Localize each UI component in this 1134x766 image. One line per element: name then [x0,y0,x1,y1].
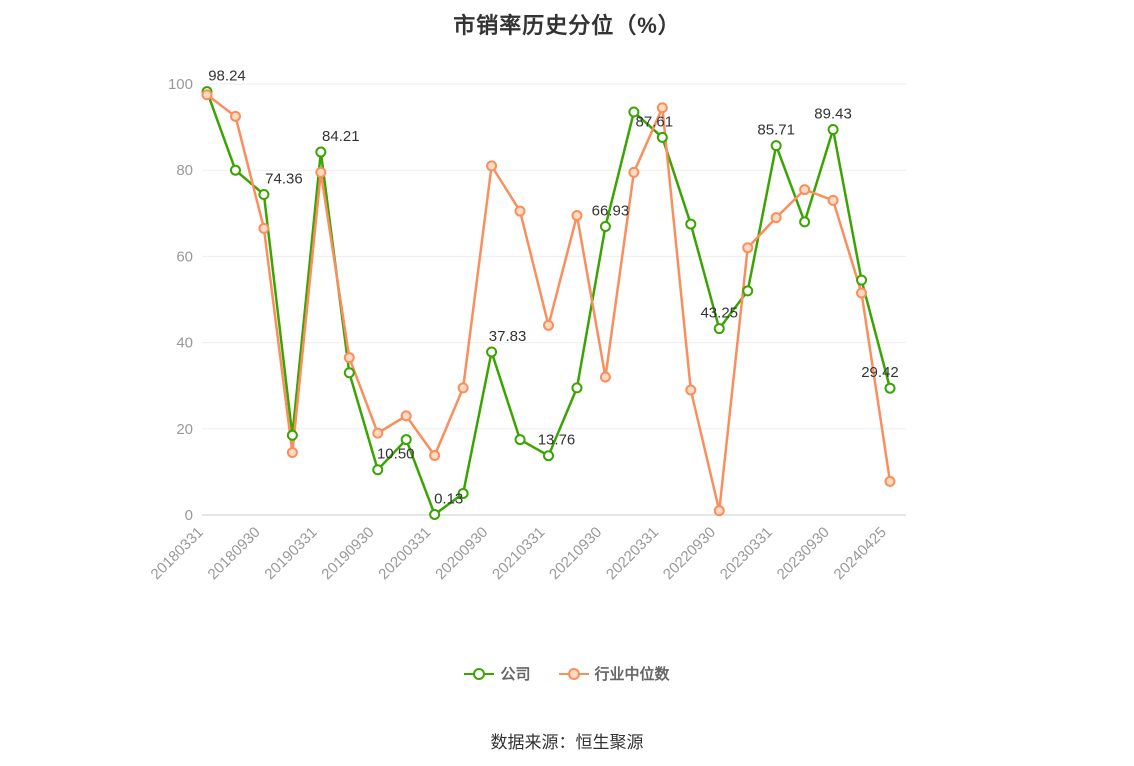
industry-point[interactable] [599,371,611,383]
industry-point[interactable] [372,427,384,439]
point-label: 13.76 [538,432,576,449]
company-point[interactable] [827,124,839,136]
company-point[interactable] [770,140,782,152]
y-axis-label: 100 [168,76,193,93]
x-axis-label: 20180930 [205,524,264,583]
company-point[interactable] [286,429,298,441]
x-axis-label: 20210930 [546,524,605,583]
industry-point[interactable] [486,160,498,172]
point-label: 74.36 [265,171,303,188]
company-point[interactable] [543,450,554,462]
x-axis-label: 20190331 [261,524,320,583]
industry-point[interactable] [400,410,412,422]
x-axis-label: 20190930 [318,524,377,583]
industry-point[interactable] [457,382,469,394]
legend-label-company: 公司 [500,666,531,683]
y-axis-label: 80 [176,162,193,179]
company-point[interactable] [742,285,754,297]
industry-point[interactable] [685,384,697,396]
company-point[interactable] [229,164,241,176]
legend-item-industry[interactable]: 行业中位数 [558,663,670,684]
industry-point[interactable] [799,184,811,196]
industry-point[interactable] [856,287,868,299]
industry-point[interactable] [258,222,270,234]
point-label: 0.13 [434,490,463,507]
company-point[interactable] [343,367,355,379]
point-label: 10.50 [377,446,415,463]
company-point[interactable] [599,221,611,233]
company-point[interactable] [315,146,327,158]
company-point[interactable] [884,382,896,394]
y-axis-label: 40 [176,335,193,352]
industry-point[interactable] [229,110,241,122]
point-label: 43.25 [700,305,738,322]
x-axis-label: 20200930 [432,524,491,583]
x-axis-label: 20240425 [831,524,890,583]
company-point[interactable] [628,106,640,118]
company-point[interactable] [685,218,697,230]
industry-point[interactable] [429,450,441,462]
industry-point[interactable] [514,205,526,217]
point-label: 85.71 [757,122,795,139]
point-label: 87.61 [636,113,674,130]
x-axis-label: 20230930 [774,524,833,583]
data-source: 数据来源：恒生聚源 [490,733,644,752]
company-legend-icon [464,667,495,680]
company-point[interactable] [400,434,412,446]
y-axis-label: 20 [176,421,193,438]
x-axis-label: 20180331 [148,524,207,583]
point-label: 98.24 [208,68,246,85]
company-point[interactable] [713,323,725,335]
x-axis-label: 20220930 [660,524,719,583]
company-point[interactable] [856,274,868,286]
y-axis-label: 0 [185,507,193,524]
industry-point[interactable] [628,166,640,178]
industry-point[interactable] [315,166,327,178]
legend-label-industry: 行业中位数 [594,666,670,683]
industry-point[interactable] [201,89,213,101]
point-label: 37.83 [489,328,527,345]
legend: 公司 行业中位数 [0,663,1134,684]
industry-point[interactable] [571,209,583,221]
x-axis-label: 20230331 [717,524,776,583]
x-axis-label: 20220331 [603,524,662,583]
point-label: 29.42 [861,364,899,381]
point-label: 89.43 [814,106,852,123]
company-point[interactable] [656,131,668,143]
industry-point[interactable] [884,475,896,487]
line-chart: 0 20 40 60 80 100 2018033120180930201903312019… [148,68,906,583]
company-point[interactable] [372,464,384,476]
company-point[interactable] [457,487,469,499]
company-point[interactable] [571,382,583,394]
industry-point[interactable] [656,102,668,114]
industry-point[interactable] [827,194,839,206]
industry-point[interactable] [286,447,298,459]
company-point[interactable] [486,346,498,358]
chart-title: 市销率历史分位（%） [453,13,681,38]
industry-point[interactable] [770,212,782,224]
x-axis-label: 20210331 [489,524,548,583]
company-point[interactable] [514,434,526,446]
company-point[interactable] [429,508,441,520]
industry-point[interactable] [343,352,355,364]
industry-legend-icon [558,667,589,680]
company-point[interactable] [799,216,811,228]
industry-point[interactable] [713,505,725,517]
x-axis-label: 20200331 [375,524,434,583]
company-point[interactable] [258,189,270,201]
point-label: 84.21 [322,128,360,145]
y-axis-label: 60 [176,248,193,265]
legend-item-company[interactable]: 公司 [464,663,531,684]
industry-point[interactable] [742,242,754,254]
point-label: 66.93 [592,203,630,220]
industry-point[interactable] [543,319,554,331]
